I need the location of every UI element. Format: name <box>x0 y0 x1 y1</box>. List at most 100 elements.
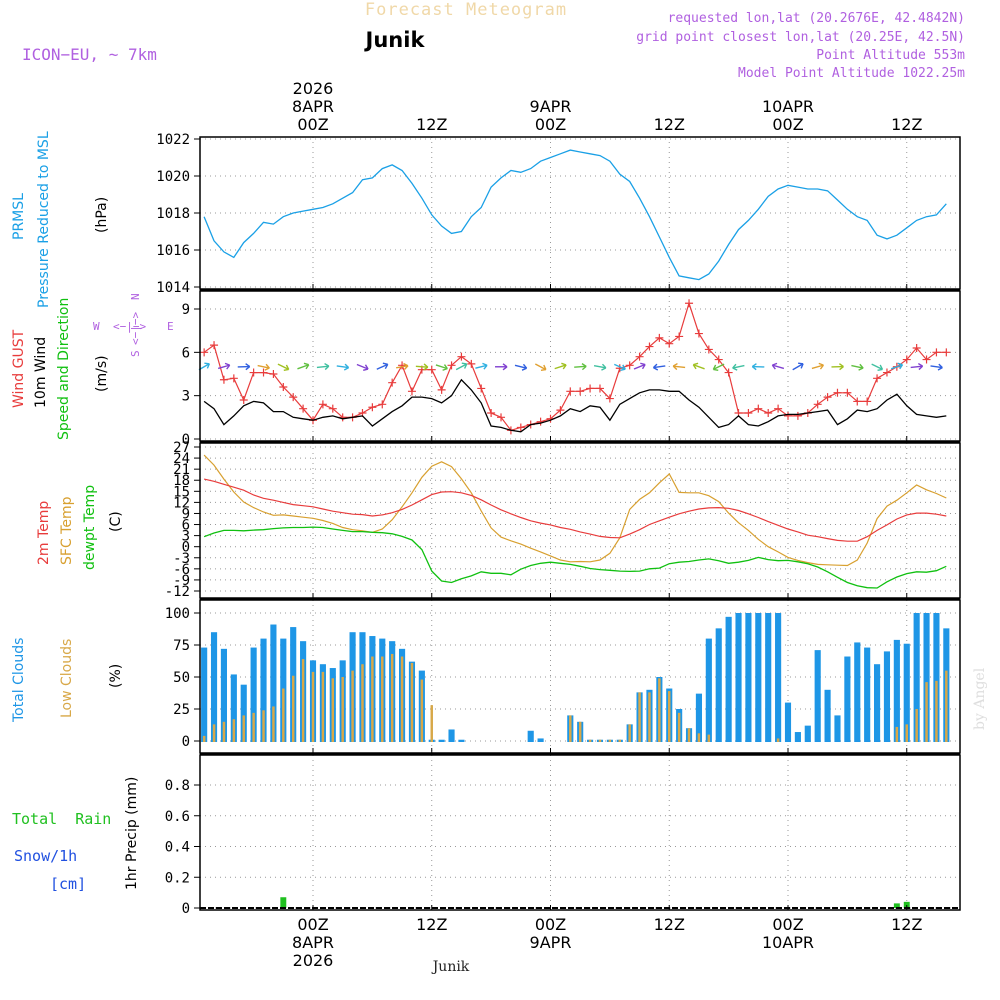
top-time-label: 10APR <box>762 97 814 116</box>
y-tick-label: 25 <box>173 702 190 718</box>
y-tick-label: 1014 <box>156 280 190 296</box>
ms-unit-label: (m/s) <box>94 355 110 392</box>
total-clouds-bar <box>794 732 801 742</box>
y-tick-label: 6 <box>182 345 190 361</box>
clouds-panel: Total Clouds Low Clouds (%) <box>11 638 124 723</box>
y-tick-label: 0 <box>182 432 190 448</box>
low-clouds-bar <box>222 721 226 742</box>
y-tick-label: 12 <box>173 495 190 511</box>
wind-direction-arrow <box>712 363 725 372</box>
top-time-label: 00Z <box>297 115 328 134</box>
y-tick-label: 6 <box>182 518 190 534</box>
gust-marker <box>516 423 525 432</box>
y-tick-label: 9 <box>182 506 190 522</box>
wind-direction-arrow <box>692 362 705 370</box>
compass-north: N <box>129 293 142 300</box>
total-clouds-bar <box>735 613 742 742</box>
y-tick-label: 21 <box>173 462 190 478</box>
low-clouds-bar <box>262 710 265 742</box>
wind-direction-arrow <box>396 362 409 370</box>
gust-marker <box>318 400 327 409</box>
gust-marker <box>704 345 713 354</box>
snow-label: Snow/1h <box>14 847 77 865</box>
low-clouds-bar <box>648 692 651 742</box>
gust-marker <box>427 365 436 374</box>
top-time-label: 2026 <box>293 79 334 98</box>
total-clouds-bar <box>765 613 772 742</box>
gust-marker <box>595 384 604 393</box>
bottom-time-label: 2026 <box>293 951 334 970</box>
top-time-label: 00Z <box>535 115 566 134</box>
y-tick-label: 24 <box>173 451 190 467</box>
wind-direction-arrow <box>534 363 547 372</box>
bottom-time-label: 00Z <box>297 915 328 934</box>
low-clouds-bar <box>707 734 711 742</box>
total-clouds-bar <box>438 739 445 742</box>
gust-marker <box>902 355 911 364</box>
y-tick-label: 0 <box>182 540 190 556</box>
gust-marker <box>724 368 733 377</box>
total-clouds-bar <box>844 656 851 742</box>
total-clouds-bar <box>537 738 544 742</box>
y-tick-label: 75 <box>173 638 190 654</box>
wind-speed-direction-label: Speed and Direction <box>56 298 72 440</box>
wind-direction-arrow <box>217 362 231 370</box>
wind-direction-arrow <box>732 363 745 371</box>
requested-coords: requested lon,lat (20.2676E, 42.4842N) <box>668 11 965 26</box>
top-time-label: 9APR <box>530 97 572 116</box>
total-clouds-bar <box>814 650 821 742</box>
total-clouds-bar <box>923 613 930 742</box>
y-tick-label: -6 <box>173 562 190 578</box>
gust-marker <box>378 400 387 409</box>
wind-compass: N S <−|−> W <−|−> E <box>93 293 174 357</box>
gust-marker <box>813 400 822 409</box>
wind-direction-arrow <box>652 363 666 371</box>
low-clouds-bar <box>390 653 394 742</box>
gust-marker <box>833 388 842 397</box>
gust-marker <box>853 397 862 406</box>
low-clouds-bar <box>697 733 701 742</box>
total-clouds-bar <box>873 664 881 742</box>
temp-dewpt-label: dewpt Temp <box>82 485 98 570</box>
gust-marker <box>437 385 446 394</box>
gust-marker <box>398 361 407 370</box>
wind-direction-arrow <box>851 363 864 371</box>
total-clouds-label: Total Clouds <box>11 638 27 723</box>
wind-direction-arrow <box>910 362 924 371</box>
low-clouds-bar <box>915 709 918 742</box>
y-tick-label: 1022 <box>156 132 190 148</box>
total-clouds-bar <box>695 693 703 742</box>
gust-marker <box>388 378 397 387</box>
gust-marker <box>229 374 238 383</box>
compass-east: E <box>167 320 174 333</box>
gust-marker <box>497 413 506 422</box>
gust-marker <box>912 344 921 352</box>
total-clouds-bar <box>201 647 208 742</box>
wind-direction-arrow <box>237 363 251 371</box>
low-clouds-label: Low Clouds <box>59 639 75 718</box>
gust-marker <box>823 393 832 402</box>
total-clouds-bar <box>804 725 811 742</box>
low-clouds-bar <box>668 691 671 742</box>
pressure-ylabels: PRMSL Pressure Reduced to MSL (hPa) <box>11 131 110 308</box>
gust-marker <box>407 387 416 396</box>
low-clouds-bar <box>282 688 285 742</box>
low-clouds-bar <box>925 682 928 742</box>
total-clouds-bar <box>715 628 722 742</box>
precip-panel: 1hr Precip (mm) Total Rain Snow/1h [cm] <box>12 777 140 893</box>
low-clouds-bar <box>608 739 612 742</box>
bottom-time-label: 10APR <box>762 933 814 952</box>
snow-unit-label: [cm] <box>50 875 86 893</box>
low-clouds-bar <box>232 719 236 742</box>
wind-direction-arrow <box>455 362 468 371</box>
low-clouds-bar <box>677 712 681 742</box>
watermark: by Angel <box>972 667 988 730</box>
gust-marker <box>259 368 268 377</box>
gust-marker <box>457 352 466 361</box>
total-clouds-bar <box>824 689 831 742</box>
wind-direction-arrow <box>771 362 785 370</box>
top-time-label: 8APR <box>292 97 334 116</box>
celsius-unit-label: (C) <box>108 511 124 532</box>
y-tick-label: -9 <box>173 573 190 589</box>
